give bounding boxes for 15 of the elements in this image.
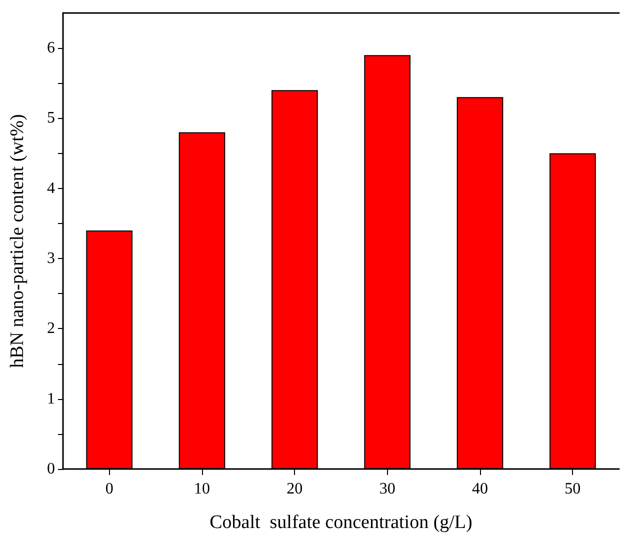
y-axis-title: hBN nano-particle content (wt%): [7, 114, 28, 368]
x-tick-label: 10: [194, 480, 210, 498]
x-axis-title: Cobalt sulfate concentration (g/L): [210, 512, 472, 533]
y-tick-label: 4: [47, 180, 55, 197]
y-tick-label: 0: [47, 460, 55, 478]
x-tick-label: 0: [105, 480, 114, 498]
x-tick-label: 40: [472, 480, 488, 498]
y-tick-label: 1: [47, 390, 55, 408]
y-tick-label: 2: [47, 320, 55, 338]
y-tick-label: 6: [47, 40, 55, 57]
y-tick-label: 3: [47, 250, 55, 268]
x-tick-label: 30: [379, 480, 396, 498]
x-tick-label: 20: [286, 480, 303, 498]
x-tick-label: 50: [564, 480, 581, 498]
y-tick-label: 5: [47, 110, 55, 127]
